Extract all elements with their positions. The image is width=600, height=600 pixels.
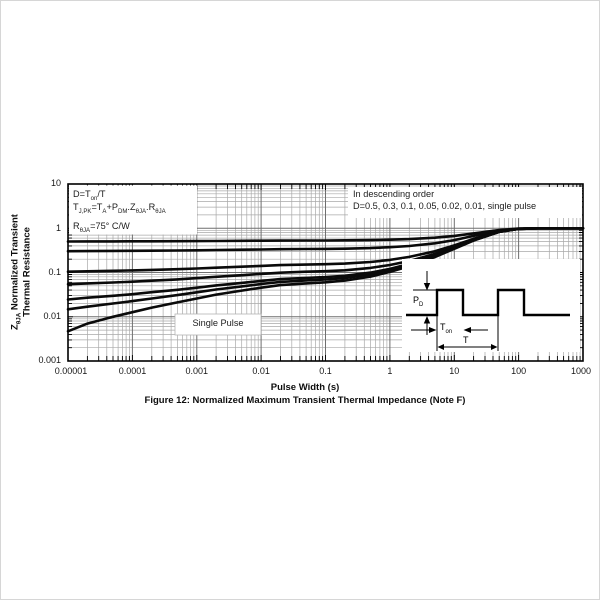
waveform-inset-bg <box>402 259 580 352</box>
x-tick-1: 1 <box>387 366 393 376</box>
waveform-pd-label: PD <box>413 295 424 308</box>
equation-rtheta: RθJA=75° C/W <box>73 221 130 234</box>
x-tick-1e-4: 0.0001 <box>118 366 147 376</box>
x-tick-0p1: 0.1 <box>319 366 332 376</box>
legend-duty-values: D=0.5, 0.3, 0.1, 0.05, 0.02, 0.01, singl… <box>353 201 537 211</box>
plot-frame <box>67 183 584 362</box>
waveform-ton-label: Ton <box>440 322 453 335</box>
impedance-curves <box>66 227 585 333</box>
x-tick-1e-2: 0.01 <box>252 366 270 376</box>
equation-box-bg <box>69 185 197 235</box>
y-tick-0p1: 0.1 <box>48 266 61 277</box>
waveform-inset <box>406 271 570 351</box>
x-tick-1e-3: 0.001 <box>185 366 209 376</box>
ton-arrow-right-icon <box>429 327 437 333</box>
y-tick-1: 1 <box>55 222 61 233</box>
y-tick-0p01: 0.01 <box>43 311 61 321</box>
equation-peak-temp: TJ,PK=TA+PDM.ZθJA.RθJA <box>73 202 166 215</box>
pd-arrow-down-icon <box>423 283 431 291</box>
period-arrow-right-icon <box>491 344 498 350</box>
equation-duty-cycle: D=Ton/T <box>73 189 106 202</box>
single-pulse-label-bg <box>174 313 262 336</box>
y-tick-0p001: 0.001 <box>38 355 61 365</box>
legend-order-note: In descending order <box>353 189 435 199</box>
x-tick-10: 10 <box>449 366 460 376</box>
pd-arrow-up-icon <box>423 316 431 324</box>
x-tick-100: 100 <box>511 366 527 376</box>
period-arrow-left-icon <box>437 344 444 350</box>
x-tick-1000: 1000 <box>570 366 592 376</box>
x-axis-title: Pulse Width (s) <box>270 382 340 393</box>
y-tick-10: 10 <box>50 178 61 188</box>
figure-caption: Figure 12: Normalized Maximum Transient … <box>144 395 466 406</box>
single-pulse-label: Single Pulse <box>192 318 244 328</box>
x-tick-1e-5: 0.00001 <box>54 366 88 376</box>
curve-single-pulse <box>66 227 585 333</box>
legend-box-bg <box>348 187 582 218</box>
pulse-waveform <box>406 288 570 317</box>
waveform-period-label: T <box>463 335 469 345</box>
dimension-extension-lines <box>436 315 499 351</box>
ton-arrow-left-icon <box>463 327 471 333</box>
